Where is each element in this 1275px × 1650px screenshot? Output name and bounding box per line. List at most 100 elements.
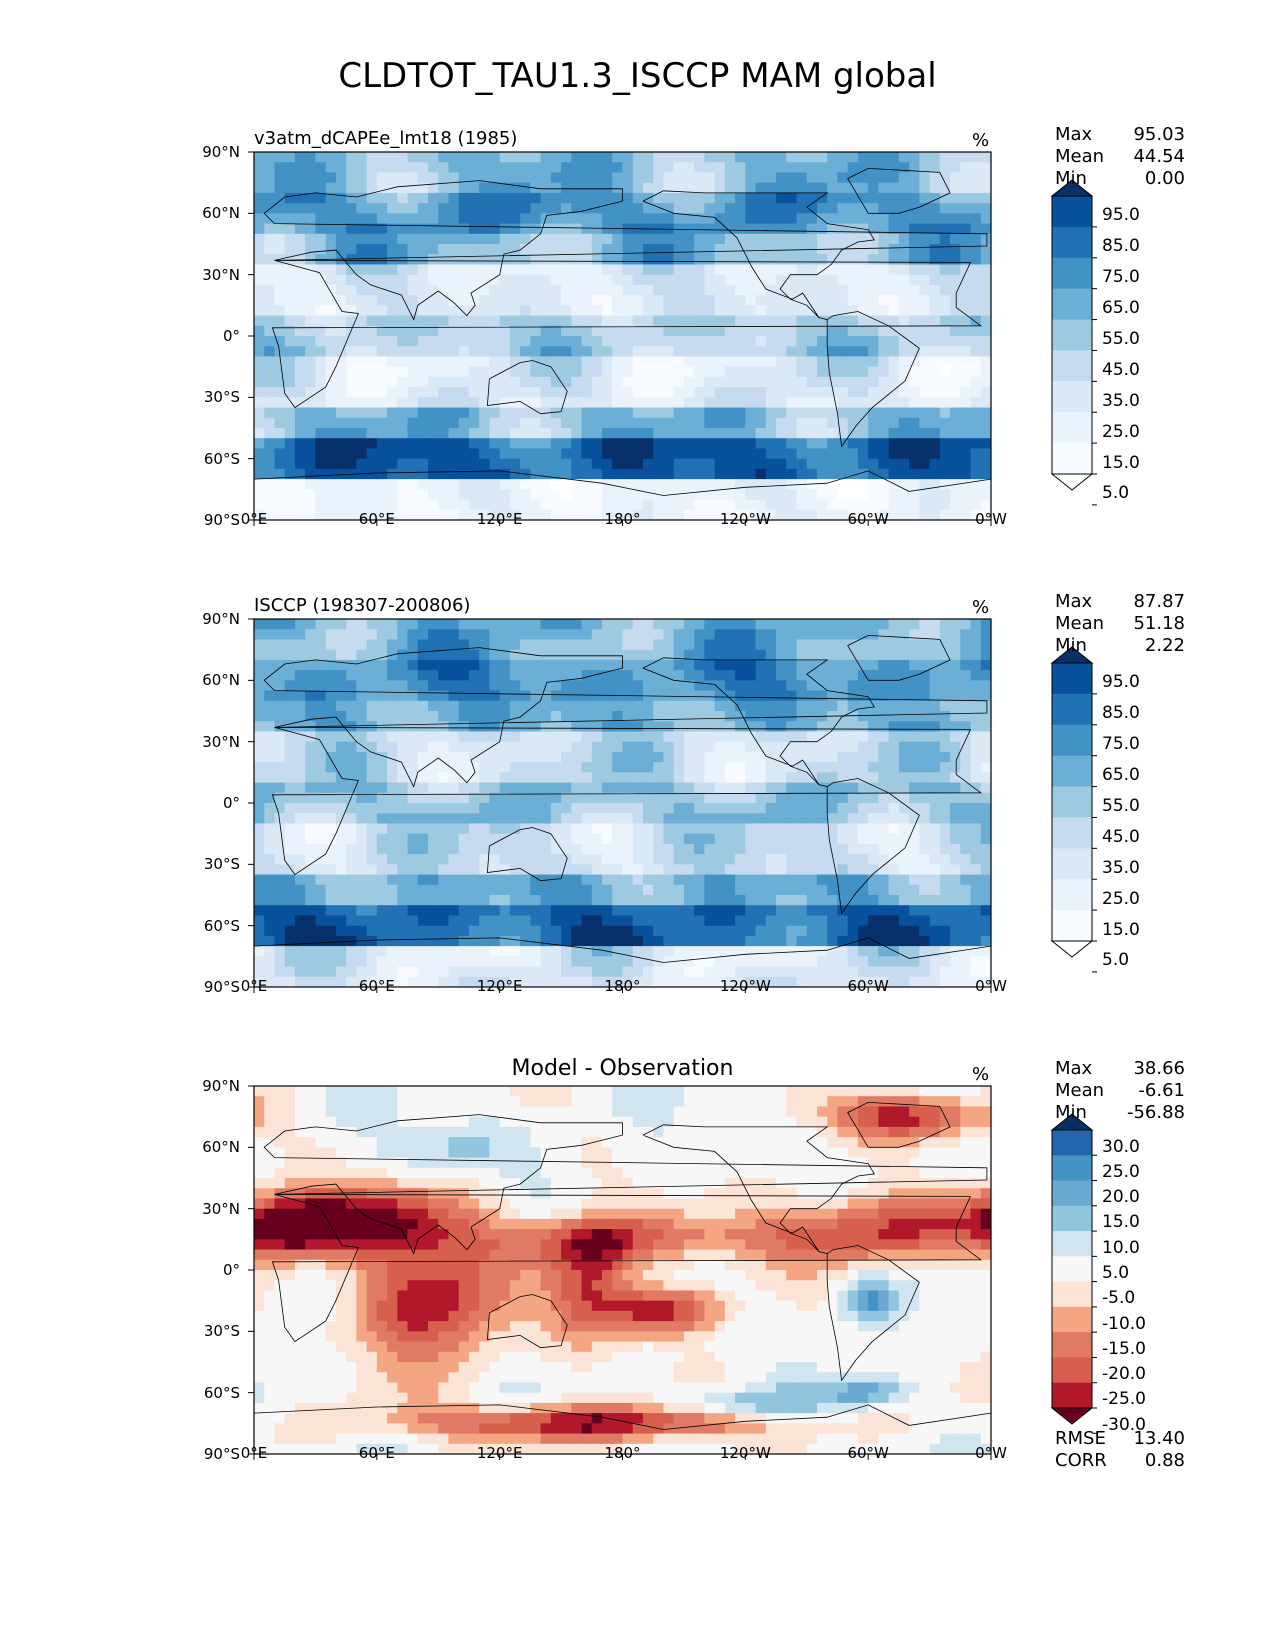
stat-label: Min: [1055, 168, 1087, 189]
grid-cell: [765, 407, 777, 419]
grid-cell: [561, 966, 572, 978]
grid-cell: [254, 925, 265, 937]
grid-cell: [857, 366, 869, 378]
grid-cell: [970, 366, 982, 378]
grid-cell: [612, 874, 624, 886]
grid-cell: [724, 438, 736, 450]
grid-cell: [755, 813, 767, 825]
grid-cell: [694, 782, 705, 794]
grid-cell: [366, 233, 378, 245]
grid-cell: [683, 915, 695, 927]
grid-cell: [837, 935, 849, 947]
grid-cell: [847, 417, 859, 429]
grid-cell: [602, 843, 613, 855]
grid-cell: [294, 468, 306, 480]
grid-cell: [264, 458, 276, 470]
grid-cell: [632, 711, 644, 722]
grid-cell: [387, 639, 398, 651]
grid-cell: [540, 428, 552, 439]
grid-cell: [376, 172, 388, 184]
grid-cell: [909, 325, 920, 337]
grid-cell: [683, 813, 695, 825]
grid-cell: [714, 284, 726, 296]
grid-cell: [745, 233, 757, 245]
grid-cell: [868, 884, 880, 896]
grid-cell: [325, 659, 337, 671]
grid-cell: [561, 762, 572, 773]
grid-cell: [683, 407, 695, 419]
grid-cell: [694, 833, 705, 845]
grid-cell: [673, 336, 685, 347]
grid-cell: [254, 152, 265, 163]
grid-cell: [448, 884, 460, 896]
grid-cell: [540, 659, 552, 671]
grid-cell: [939, 305, 951, 317]
grid-cell: [847, 782, 859, 794]
grid-cell: [315, 813, 327, 825]
grid-cell: [827, 680, 839, 692]
grid-cell: [888, 915, 900, 927]
grid-cell: [950, 417, 961, 429]
grid-cell: [305, 274, 317, 286]
grid-cell: [919, 305, 931, 317]
grid-cell: [499, 854, 511, 865]
grid-cell: [765, 659, 777, 671]
grid-cell: [407, 397, 419, 409]
grid-cell: [868, 458, 880, 470]
grid-cell: [878, 741, 890, 753]
grid-cell: [898, 711, 910, 722]
grid-cell: [950, 284, 961, 296]
grid-cell: [530, 284, 542, 296]
grid-cell: [509, 346, 521, 358]
grid-cell: [284, 336, 296, 347]
grid-cell: [827, 925, 839, 937]
grid-cell: [294, 223, 306, 235]
grid-cell: [428, 468, 439, 480]
grid-cell: [602, 690, 613, 702]
grid-cell: [417, 680, 429, 692]
grid-cell: [335, 864, 347, 876]
grid-cell: [509, 946, 521, 957]
grid-cell: [704, 244, 716, 255]
grid-cell: [724, 915, 736, 927]
grid-cell: [950, 162, 961, 174]
grid-cell: [642, 417, 654, 429]
grid-cell: [919, 325, 931, 337]
grid-cell: [376, 946, 388, 957]
grid-cell: [827, 274, 839, 286]
grid-cell: [335, 264, 347, 276]
grid-cell: [816, 946, 828, 957]
grid-cell: [683, 741, 695, 753]
grid-cell: [366, 356, 378, 368]
grid-cell: [448, 203, 460, 214]
grid-cell: [827, 438, 839, 450]
grid-cell: [376, 895, 388, 906]
grid-cell: [417, 854, 429, 865]
grid-cell: [653, 152, 665, 163]
grid-cell: [909, 649, 920, 661]
grid-cell: [724, 376, 736, 388]
grid-cell: [642, 244, 654, 255]
grid-cell: [438, 946, 450, 957]
grid-cell: [632, 823, 644, 835]
grid-cell: [745, 649, 757, 661]
grid-cell: [745, 823, 757, 835]
grid-cell: [571, 884, 583, 896]
grid-cell: [254, 792, 265, 804]
grid-cell: [724, 670, 736, 681]
grid-cell: [294, 172, 306, 184]
grid-cell: [294, 162, 306, 174]
grid-cell: [878, 680, 890, 692]
grid-cell: [417, 325, 429, 337]
grid-cell: [745, 864, 757, 876]
grid-cell: [653, 417, 665, 429]
grid-cell: [509, 458, 521, 470]
grid-cell: [673, 792, 685, 804]
grid-cell: [438, 458, 450, 470]
grid-cell: [837, 387, 849, 398]
grid-cell: [356, 854, 368, 865]
grid-cell: [806, 489, 818, 501]
grid-cell: [765, 192, 777, 204]
grid-cell: [591, 509, 603, 520]
grid-cell: [356, 946, 368, 957]
